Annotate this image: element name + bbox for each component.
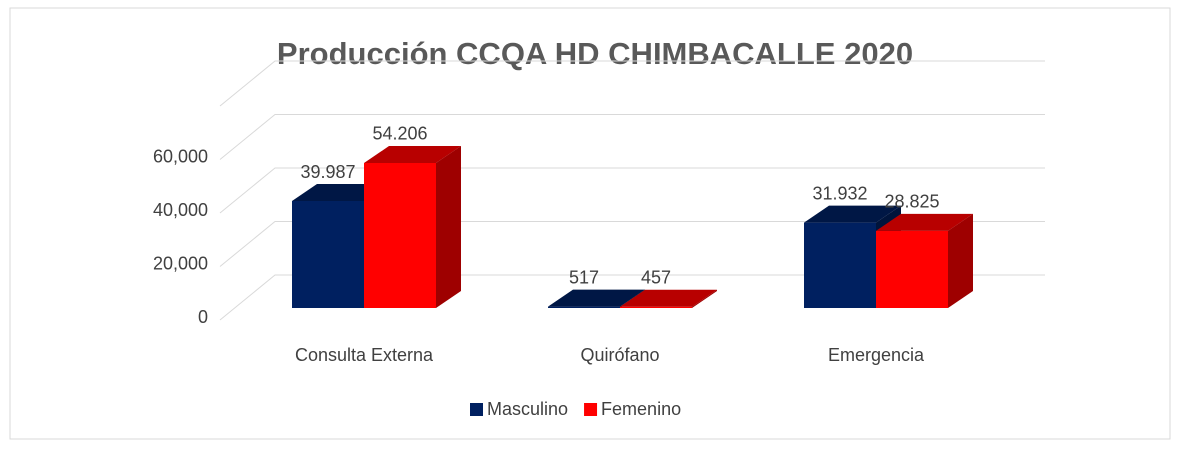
grid-line xyxy=(219,114,1045,160)
bar-side xyxy=(948,213,973,308)
bar-front xyxy=(364,162,436,308)
data-label: 517 xyxy=(569,267,599,287)
wall-frame xyxy=(219,60,1045,107)
data-label: 31.932 xyxy=(812,183,867,203)
grid-line xyxy=(219,274,1045,321)
x-tick-label: Emergencia xyxy=(828,345,925,365)
x-tick-label: Quirófano xyxy=(580,345,659,365)
data-label: 28.825 xyxy=(884,192,939,212)
data-label: 54.206 xyxy=(372,124,427,144)
bar-front xyxy=(292,201,364,308)
bar-side xyxy=(436,145,461,308)
bar-front xyxy=(804,222,876,308)
x-tick-label: Consulta Externa xyxy=(295,345,434,365)
y-tick-label: 60,000 xyxy=(153,146,208,166)
legend-label: Masculino xyxy=(487,399,568,419)
bar-front xyxy=(876,230,948,308)
bar-top xyxy=(804,205,901,223)
bar xyxy=(364,145,461,308)
legend-label: Femenino xyxy=(601,399,681,419)
bar-top xyxy=(548,289,645,307)
bar-front xyxy=(620,306,692,308)
bar-top xyxy=(364,145,461,163)
bar-top xyxy=(620,289,717,307)
chart-frame xyxy=(9,7,1171,440)
y-tick-label: 20,000 xyxy=(153,253,208,273)
legend-swatch xyxy=(470,403,483,416)
data-label: 457 xyxy=(641,268,671,288)
grid-line xyxy=(219,221,1045,267)
chart-title: Producción CCQA HD CHIMBACALLE 2020 xyxy=(277,36,913,71)
bar-side xyxy=(692,289,717,308)
grid-line xyxy=(219,167,1045,214)
bar-top xyxy=(876,213,973,231)
legend-swatch xyxy=(584,403,598,416)
bar xyxy=(876,213,973,308)
data-label: 39.987 xyxy=(300,162,355,182)
y-tick-label: 0 xyxy=(198,307,208,327)
bar xyxy=(620,289,717,308)
y-tick-label: 40,000 xyxy=(153,200,208,220)
bar-front xyxy=(548,306,620,308)
